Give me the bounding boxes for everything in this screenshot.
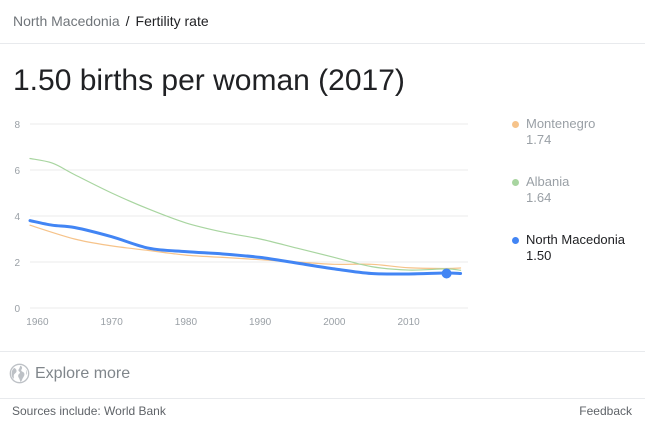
y-tick-label: 6 — [14, 166, 20, 177]
legend-dot — [512, 237, 519, 244]
legend-name: Albania — [526, 174, 570, 189]
chart-grid — [30, 123, 468, 309]
breadcrumb-current: Fertility rate — [135, 13, 209, 29]
legend-value: 1.74 — [526, 132, 552, 147]
sources-text: Sources include: World Bank — [12, 404, 166, 418]
legend-dot — [512, 121, 519, 128]
x-tick-label: 1970 — [101, 317, 124, 328]
series-line-montenegro — [29, 224, 462, 270]
breadcrumb-parent-link[interactable]: North Macedonia — [13, 13, 120, 29]
legend-name: North Macedonia — [526, 232, 625, 247]
x-tick-label: 1980 — [175, 317, 198, 328]
y-tick-label: 4 — [14, 212, 20, 223]
legend-value: 1.64 — [526, 190, 552, 205]
x-axis-labels: 1960 1970 1980 1990 2000 2010 — [26, 317, 420, 328]
legend-name: Montenegro — [526, 116, 596, 131]
chart-series — [28, 157, 463, 279]
feedback-link[interactable]: Feedback — [579, 404, 632, 418]
header-divider — [0, 43, 645, 44]
fertility-line-chart: 0 2 4 6 8 1960 1970 1980 1990 2000 2010 — [14, 120, 468, 328]
x-tick-label: 2000 — [323, 317, 346, 328]
legend-dot — [512, 179, 519, 186]
page-title: 1.50 births per woman (2017) — [13, 64, 405, 97]
breadcrumb-separator: / — [125, 13, 130, 29]
explore-divider — [0, 351, 645, 352]
y-tick-label: 0 — [14, 304, 20, 315]
breadcrumb: North Macedonia / Fertility rate — [13, 13, 209, 29]
y-tick-label: 8 — [14, 120, 20, 131]
x-tick-label: 1990 — [249, 317, 272, 328]
y-axis-labels: 0 2 4 6 8 — [14, 120, 20, 315]
series-line-albania — [29, 157, 462, 271]
footer-divider — [0, 398, 645, 399]
legend-value: 1.50 — [526, 248, 552, 263]
globe-icon — [9, 363, 30, 384]
explore-more-label: Explore more — [35, 364, 131, 382]
series-endpoint-north-macedonia[interactable] — [441, 268, 452, 279]
x-tick-label: 1960 — [26, 317, 49, 328]
y-tick-label: 2 — [14, 258, 20, 269]
x-tick-label: 2010 — [397, 317, 420, 328]
explore-more-link[interactable]: Explore more — [9, 363, 130, 384]
series-line-north-macedonia — [28, 219, 463, 276]
